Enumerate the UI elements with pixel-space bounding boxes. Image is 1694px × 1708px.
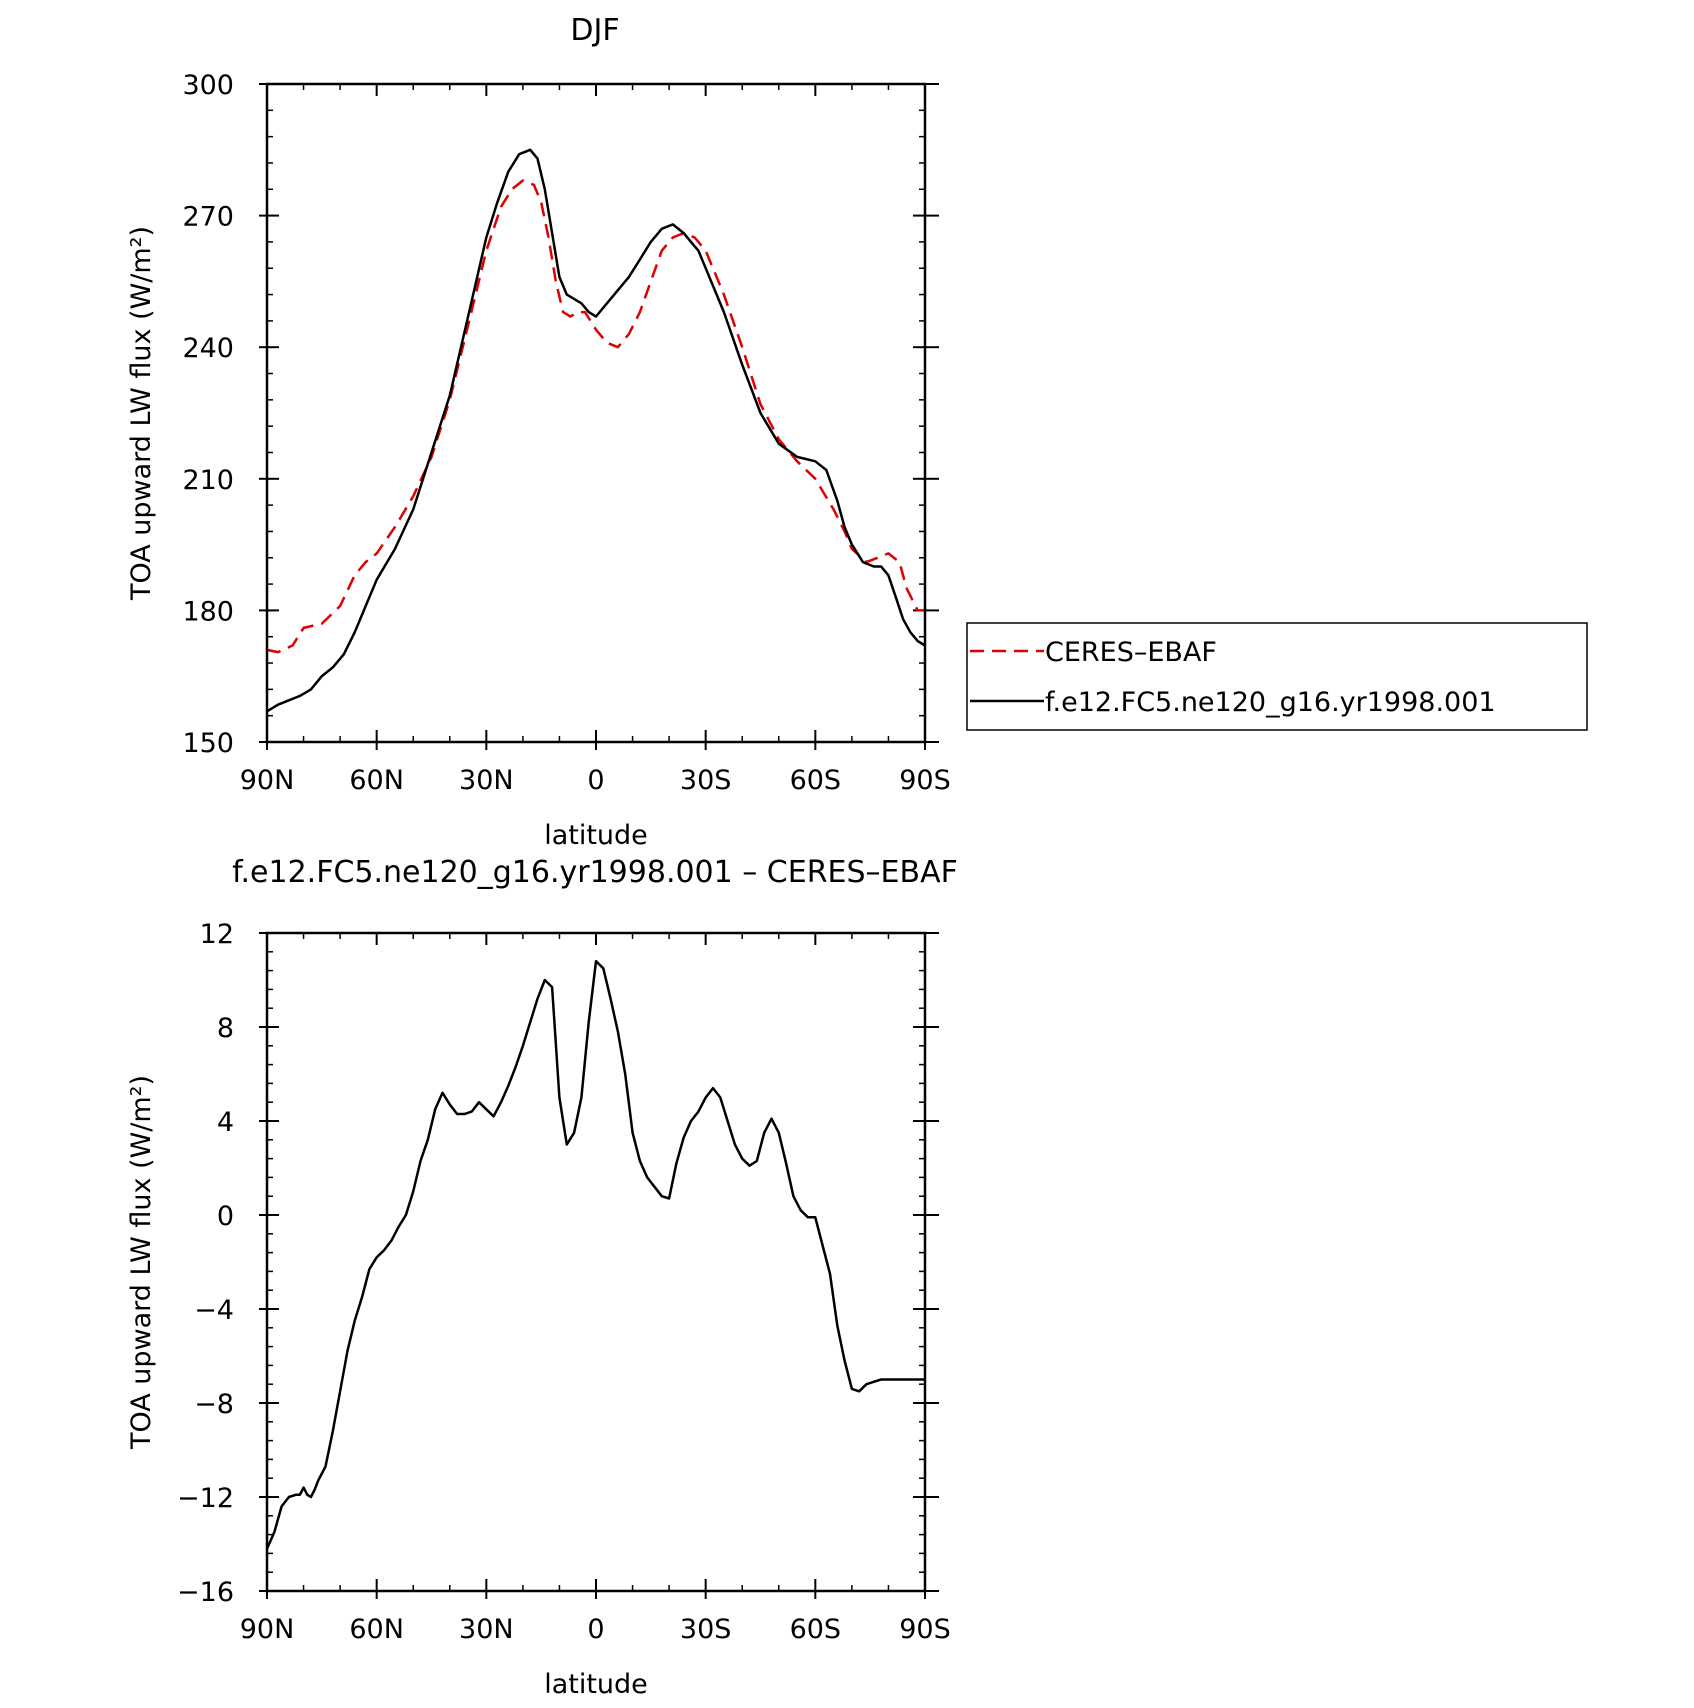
y-tick-label: 210 [182,465,234,496]
x-tick-label: 30S [680,1614,732,1645]
axis-ticks: 90N 60N 30N 0 30S 60S 90S 150 180 210 240 270 300 [182,70,950,796]
chart-title: DJF [570,13,619,48]
series-line-1 [266,148,926,713]
x-tick-label: 30N [459,1614,514,1645]
y-tick-label: 0 [217,1201,234,1232]
x-tick-label: 30S [680,765,732,796]
x-tick-label: 90S [899,1614,951,1645]
y-tick-label: −16 [177,1577,234,1608]
y-tick-label: −4 [194,1295,234,1326]
chart-title: f.e12.FC5.ne120_g16.yr1998.001 – CERES–E… [232,855,958,890]
top-chart-panel: DJF 90N 60N 30N 0 30S 60S 90S 150 180 210 240 270 30… [126,13,951,851]
x-tick-label: 60S [790,765,842,796]
x-tick-label: 60N [349,765,404,796]
y-tick-label: 150 [182,728,234,759]
x-tick-label: 90N [240,765,295,796]
y-tick-label: 4 [217,1107,234,1138]
plot-area [266,148,926,713]
y-axis-title: TOA upward LW flux (W/m²) [126,226,157,601]
legend-label-ceres-ebaf: CERES–EBAF [1045,637,1217,668]
y-tick-label: 180 [182,596,234,627]
y-axis-title: TOA upward LW flux (W/m²) [126,1075,157,1450]
x-axis-title: latitude [544,820,648,851]
y-tick-label: 270 [182,202,234,233]
x-tick-label: 90S [899,765,951,796]
legend: CERES–EBAF f.e12.FC5.ne120_g16.yr1998.00… [966,622,1588,731]
series-line-0 [266,179,925,654]
y-tick-label: 300 [182,70,234,101]
x-tick-label: 60S [790,1614,842,1645]
y-tick-label: −12 [177,1483,234,1514]
y-tick-label: 240 [182,333,234,364]
y-tick-label: 8 [217,1013,234,1044]
x-tick-label: 60N [349,1614,404,1645]
axis-ticks: 90N 60N 30N 0 30S 60S 90S −16 −12 −8 −4 0 4 8 12 [177,919,951,1645]
series-line-0 [265,959,925,1550]
plot-frame [265,82,927,744]
x-axis-title: latitude [544,1669,648,1700]
legend-box [966,622,1588,731]
x-tick-label: 0 [587,1614,604,1645]
plot-area [265,959,925,1550]
bottom-chart-panel: f.e12.FC5.ne120_g16.yr1998.001 – CERES–E… [126,855,958,1700]
x-tick-label: 0 [587,765,604,796]
y-tick-label: 12 [200,919,234,950]
legend-label-model: f.e12.FC5.ne120_g16.yr1998.001 [1045,687,1496,718]
x-tick-label: 90N [240,1614,295,1645]
plot-frame [265,931,927,1593]
x-tick-label: 30N [459,765,514,796]
y-tick-label: −8 [194,1389,234,1420]
